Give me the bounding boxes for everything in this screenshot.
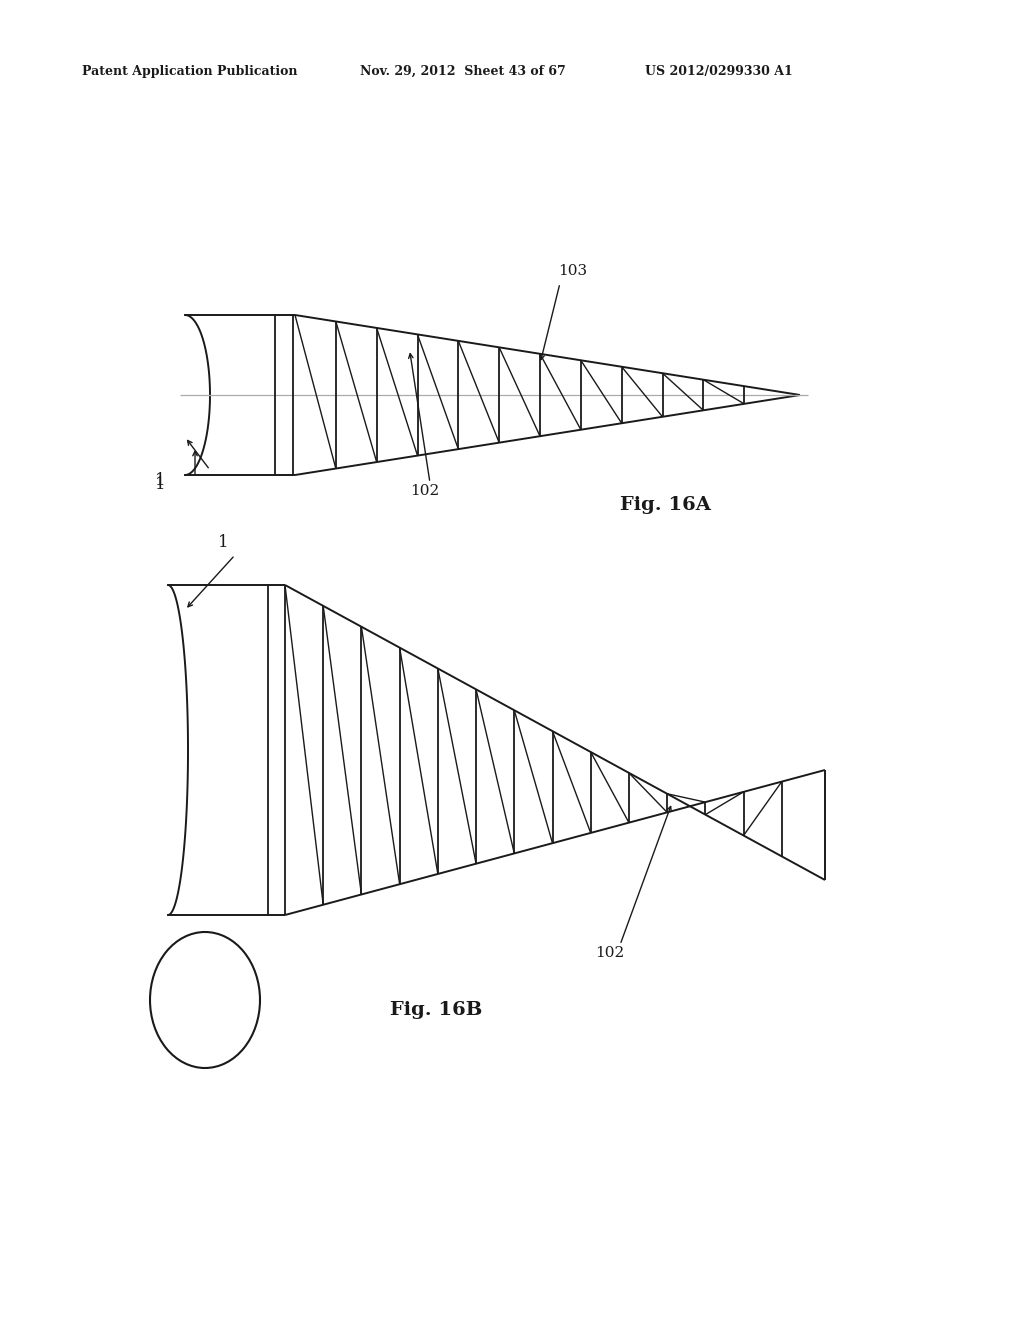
Text: 1: 1: [155, 477, 166, 492]
Text: 102: 102: [410, 484, 439, 498]
Text: 1: 1: [218, 535, 228, 550]
Text: 1: 1: [155, 473, 166, 488]
Text: Patent Application Publication: Patent Application Publication: [82, 65, 298, 78]
Text: 102: 102: [595, 946, 625, 960]
Text: 103: 103: [558, 264, 587, 279]
Text: Fig. 16A: Fig. 16A: [620, 496, 711, 513]
Text: US 2012/0299330 A1: US 2012/0299330 A1: [645, 65, 793, 78]
Text: Nov. 29, 2012  Sheet 43 of 67: Nov. 29, 2012 Sheet 43 of 67: [360, 65, 565, 78]
Text: Fig. 16B: Fig. 16B: [390, 1001, 482, 1019]
